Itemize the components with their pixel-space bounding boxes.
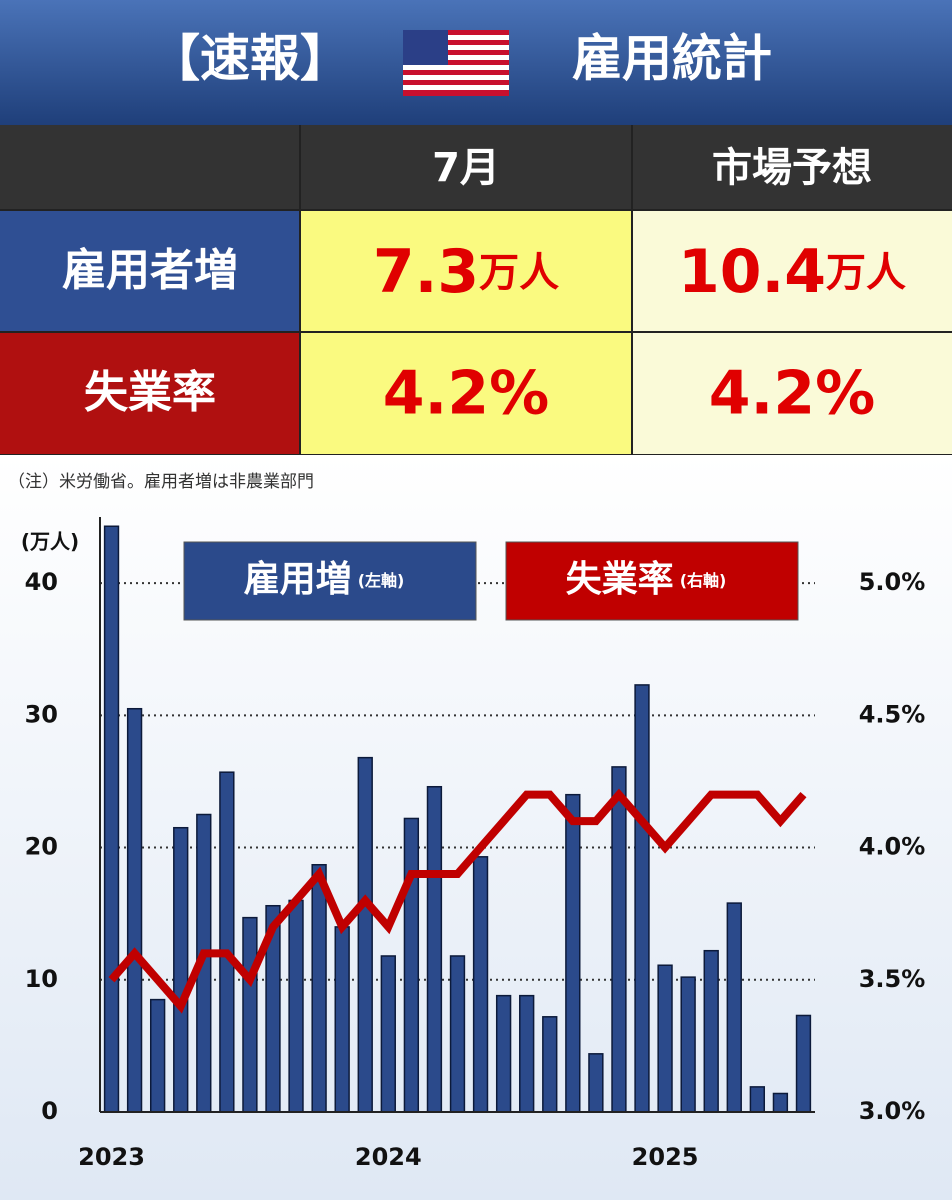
bar: [680, 976, 696, 1113]
bar: [588, 1053, 604, 1113]
y2-tick-label: 4.0%: [859, 833, 926, 861]
value-number: 10.4: [678, 237, 826, 307]
bar: [357, 756, 373, 1113]
y-tick-label: 0: [41, 1097, 58, 1125]
y-tick-label: 30: [25, 700, 58, 728]
bar: [126, 707, 143, 1113]
x-tick-label: 2023: [78, 1143, 145, 1171]
bar: [565, 793, 581, 1113]
bar: [749, 1086, 766, 1113]
y2-tick-label: 3.5%: [859, 965, 926, 993]
y-tick-label: 40: [25, 568, 58, 596]
bar: [149, 998, 166, 1113]
bar: [472, 856, 489, 1113]
bar: [173, 826, 189, 1113]
header-title-left: 【速報】: [150, 30, 350, 88]
value-text: 7.3万人: [373, 237, 559, 307]
y-axis-label: (万人): [21, 530, 79, 554]
bar: [311, 863, 327, 1113]
bar: [288, 899, 304, 1113]
value-unit: 万人: [826, 250, 906, 296]
legend-box: [505, 541, 799, 621]
value-text: 4.2%: [383, 359, 549, 429]
row-label-cell: [0, 332, 300, 455]
bar: [772, 1092, 789, 1113]
x-tick-label: 2025: [632, 1143, 699, 1171]
bar: [242, 916, 258, 1113]
bar: [426, 785, 443, 1113]
bar: [726, 902, 742, 1113]
y2-tick-label: 3.0%: [859, 1097, 926, 1125]
bar: [334, 926, 350, 1113]
legend-name: 失業率: [566, 559, 674, 600]
column-header: 市場予想: [712, 145, 872, 191]
bar: [219, 771, 235, 1113]
legend-box: [183, 541, 477, 621]
value-number: 7.3: [373, 237, 479, 307]
note: （注）米労働省。雇用者増は非農業部門: [8, 472, 314, 492]
y2-tick-label: 4.5%: [859, 700, 926, 728]
legend-name: 雇用増: [244, 559, 352, 600]
legend-entry: 雇用増 (左軸): [244, 559, 405, 600]
row-label: 雇用者増: [62, 245, 238, 296]
x-tick-label: 2024: [355, 1143, 422, 1171]
value-unit: 万人: [479, 250, 559, 296]
line: [108, 788, 807, 1014]
header-title-right: 雇用統計: [572, 30, 772, 88]
us-flag: [403, 30, 509, 96]
y-tick-label: 10: [25, 965, 58, 993]
bar: [519, 994, 535, 1113]
bar: [449, 955, 466, 1113]
table-head: [0, 125, 952, 210]
bar: [103, 525, 120, 1113]
bar: [380, 955, 396, 1113]
legend-axis-note: (右軸): [680, 571, 727, 590]
bar: [495, 994, 512, 1113]
chart: 0 10 20 30 40 3.0% 3.5% 4.0% 4.5% 5.0% (万人) 2023 202…: [21, 517, 925, 1171]
bar: [611, 766, 627, 1113]
y2-tick-label: 5.0%: [859, 568, 926, 596]
bar: [403, 817, 420, 1113]
bar: [657, 964, 673, 1113]
row-label-cell: [0, 210, 300, 332]
column-header: 7月: [432, 145, 500, 191]
value-text: 4.2%: [709, 359, 875, 429]
bar: [634, 684, 650, 1113]
legend-entry: 失業率 (右軸): [566, 559, 727, 600]
bar: [795, 1014, 812, 1113]
y-tick-label: 20: [25, 833, 58, 861]
value-text: 10.4万人: [678, 237, 906, 307]
legend-axis-note: (左軸): [358, 571, 405, 590]
bar: [542, 1016, 558, 1113]
row-label: 失業率: [84, 367, 216, 418]
bar: [703, 949, 719, 1113]
